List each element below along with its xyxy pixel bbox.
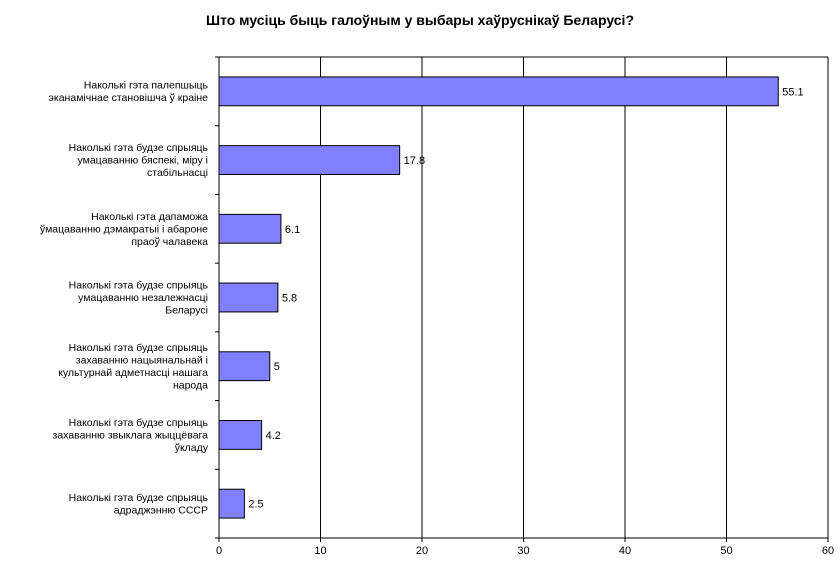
bar [218, 145, 401, 176]
data-label: 55.1 [782, 86, 803, 98]
category-label-line: Наколькі гэта дапаможа [91, 211, 208, 223]
x-tick-label: 30 [517, 545, 529, 557]
data-label: 4.2 [266, 430, 281, 442]
category-label-line: народа [173, 379, 208, 391]
bar [218, 213, 282, 244]
bar [218, 488, 245, 519]
data-label: 2.5 [248, 499, 263, 511]
category-label-line: захаванню звыклага жыццёвага [53, 429, 209, 441]
category-label-line: умацаванню бяспекі, міру і [77, 155, 208, 167]
category-label: Наколькі гэта будзе спрыяць захаванню нац… [58, 342, 208, 392]
category-label: Наколькі гэта будзе спрыяць умацаванню бя… [69, 142, 209, 179]
data-label: 17.8 [404, 155, 425, 167]
category-label-line: праоў чалавека [131, 236, 208, 248]
category-label-line: адраджэнню СССР [114, 504, 208, 516]
category-label: Наколькі гэта дапаможа ўмацаванню дэмакра… [40, 211, 208, 248]
chart-title: Што мусіць быць галоўным у выбары хаўрус… [206, 12, 634, 28]
x-tick-label: 20 [416, 545, 428, 557]
category-label: Наколькі гэта будзе спрыяць умацаванню не… [69, 280, 209, 317]
category-label-line: ўмацаванню дэмакратыі і абароне [40, 223, 208, 235]
category-label-line: Наколькі гэта будзе спрыяць [69, 142, 209, 154]
category-label: Наколькі гэта будзе спрыяць захаванню звы… [53, 417, 209, 454]
category-label-line: Наколькі гэта будзе спрыяць [69, 492, 209, 504]
bar [218, 419, 263, 450]
x-tick-label: 50 [720, 545, 732, 557]
data-label: 5.8 [282, 293, 297, 305]
category-label-line: умацаванню незалежнасці [78, 292, 208, 304]
x-tick-label: 40 [619, 545, 631, 557]
category-label-line: Наколькі гэта будзе спрыяць [69, 342, 209, 354]
bar [218, 282, 279, 313]
category-label-line: Наколькі гэта палепшыць [84, 80, 209, 92]
category-label: Наколькі гэта будзе спрыяць адраджэнню СС… [69, 492, 209, 517]
category-label-line: захаванню нацыянальнай і [76, 354, 208, 366]
category-label-line: стабільнасці [147, 167, 208, 179]
category-label-line: Беларусі [165, 305, 208, 317]
category-label-line: Наколькі гэта будзе спрыяць [69, 280, 209, 292]
bar [218, 351, 271, 382]
category-label-line: Наколькі гэта будзе спрыяць [69, 417, 209, 429]
data-label: 6.1 [285, 224, 300, 236]
category-label-line: ўкладу [175, 442, 209, 454]
bar [218, 76, 779, 107]
data-label: 5 [274, 361, 280, 373]
category-label: Наколькі гэта палепшыць эканамічнае стано… [49, 80, 209, 105]
category-label-line: эканамічнае становішча ў краіне [49, 92, 209, 104]
category-label-line: культурнай адметнасці нашага [58, 367, 208, 379]
x-tick-label: 10 [314, 545, 326, 557]
x-tick-label: 0 [216, 545, 222, 557]
x-tick-label: 60 [822, 545, 834, 557]
